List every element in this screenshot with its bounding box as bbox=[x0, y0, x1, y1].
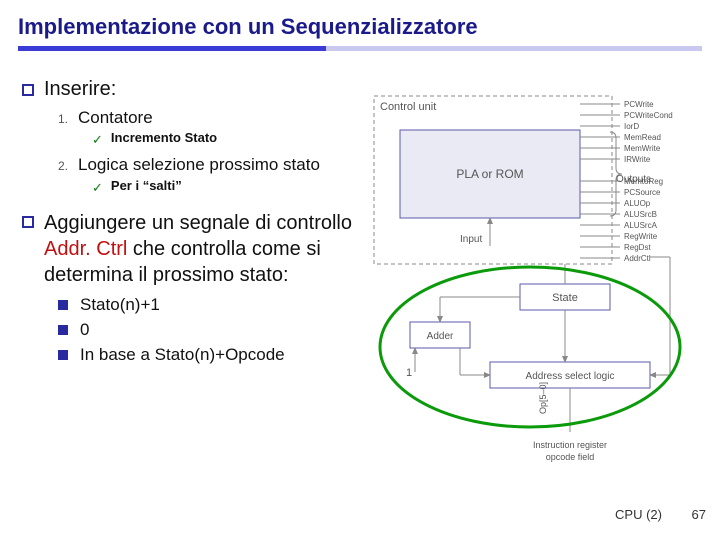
signal-alusrca: ALUSrcA bbox=[624, 221, 658, 230]
signal-aluop: ALUOp bbox=[624, 199, 651, 208]
numbered-item-1: 1. Contatore bbox=[58, 107, 362, 128]
slide-title: Implementazione con un Sequenzializzator… bbox=[0, 0, 720, 46]
bullet-aggiungere-text: Aggiungere un segnale di controllo Addr.… bbox=[44, 210, 362, 288]
bullet-inserire: Inserire: bbox=[22, 78, 362, 101]
signal-labels: PCWrite PCWriteCond IorD MemRead MemWrite IRW… bbox=[580, 100, 673, 263]
signal-addrctl: AddrCtl bbox=[624, 254, 651, 263]
square-bullet-icon bbox=[22, 84, 34, 96]
check-item-2: ✓ Per i “salti” bbox=[92, 178, 362, 196]
num-1: 1. bbox=[58, 112, 78, 126]
label-adder: Adder bbox=[427, 331, 454, 342]
num-1-text: Contatore bbox=[78, 107, 153, 128]
numbered-item-2: 2. Logica selezione prossimo stato bbox=[58, 154, 362, 175]
label-op50: Op[5–0] bbox=[538, 382, 548, 414]
filled-square-bullet-icon bbox=[58, 300, 68, 310]
label-state: State bbox=[552, 292, 578, 304]
signal-iord: IorD bbox=[624, 122, 639, 131]
signal-regdst: RegDst bbox=[624, 243, 651, 252]
label-control-unit: Control unit bbox=[380, 101, 436, 113]
label-one: 1 bbox=[406, 367, 412, 379]
bullet-aggiungere: Aggiungere un segnale di controllo Addr.… bbox=[22, 210, 362, 288]
sequencer-diagram: Control unit PLA or ROM Outputs PCWriteP… bbox=[370, 92, 698, 472]
signal-memwrite: MemWrite bbox=[624, 144, 661, 153]
label-addr-logic: Address select logic bbox=[526, 371, 615, 382]
label-ir-field-1: Instruction register bbox=[533, 440, 607, 450]
m-item-2: 0 bbox=[58, 319, 362, 340]
bullet-inserire-text: Inserire: bbox=[44, 78, 116, 101]
signal-pcsource: PCSource bbox=[624, 188, 661, 197]
title-underline bbox=[18, 46, 702, 51]
label-ir-field-2: opcode field bbox=[546, 452, 595, 462]
signal-memtoreg: MemtoReg bbox=[624, 177, 663, 186]
footer-label: CPU (2) bbox=[615, 507, 662, 522]
label-pla-rom: PLA or ROM bbox=[456, 167, 523, 181]
m1-text: Stato(n)+1 bbox=[80, 294, 160, 315]
check-1-text: Incremento Stato bbox=[111, 130, 217, 145]
footer-page: 67 bbox=[692, 507, 706, 522]
square-bullet-icon bbox=[22, 216, 34, 228]
signal-pcwrite: PCWrite bbox=[624, 100, 654, 109]
signal-regwrite: RegWrite bbox=[624, 232, 658, 241]
m3-text: In base a Stato(n)+Opcode bbox=[80, 344, 285, 365]
m-item-3: In base a Stato(n)+Opcode bbox=[58, 344, 362, 365]
signal-alusrcb: ALUSrcB bbox=[624, 210, 657, 219]
check-icon: ✓ bbox=[92, 132, 103, 148]
content-area: Inserire: 1. Contatore ✓ Incremento Stat… bbox=[22, 78, 362, 365]
m2-text: 0 bbox=[80, 319, 89, 340]
filled-square-bullet-icon bbox=[58, 350, 68, 360]
b2-pre: Aggiungere un segnale di controllo bbox=[44, 212, 352, 234]
signal-memread: MemRead bbox=[624, 133, 661, 142]
m-item-1: Stato(n)+1 bbox=[58, 294, 362, 315]
check-2-text: Per i “salti” bbox=[111, 178, 182, 193]
num-2-text: Logica selezione prossimo stato bbox=[78, 154, 320, 175]
b2-keyword: Addr. Ctrl bbox=[44, 238, 127, 260]
num-2: 2. bbox=[58, 159, 78, 173]
check-icon: ✓ bbox=[92, 180, 103, 196]
filled-square-bullet-icon bbox=[58, 325, 68, 335]
signal-pcwritecond: PCWriteCond bbox=[624, 111, 673, 120]
check-item-1: ✓ Incremento Stato bbox=[92, 130, 362, 148]
signal-irwrite: IRWrite bbox=[624, 155, 651, 164]
label-input: Input bbox=[460, 234, 482, 245]
